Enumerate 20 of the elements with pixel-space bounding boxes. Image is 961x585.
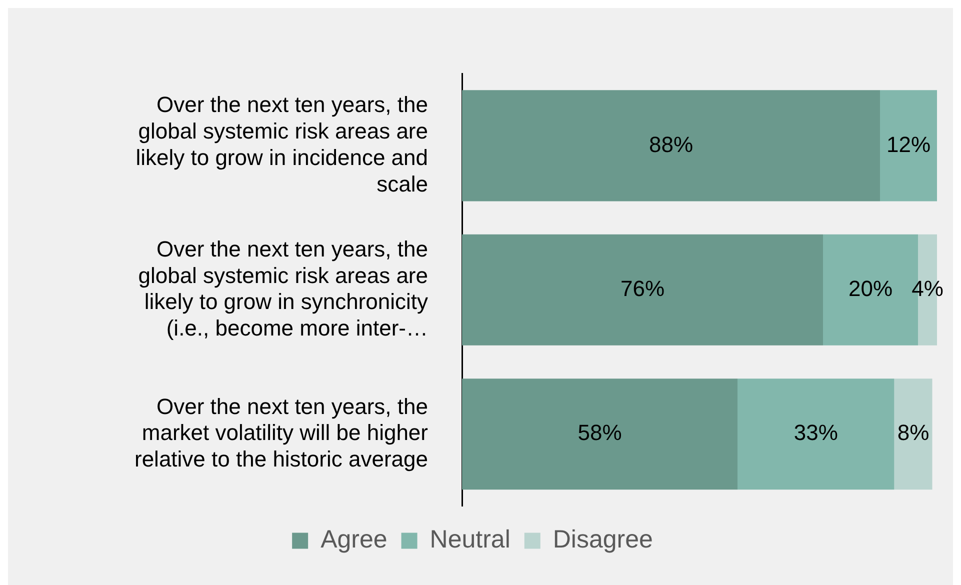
- data-label: 88%: [648, 132, 694, 157]
- y-tick-label: Over the next ten years, the global systemic risk areas are likely to grow in incidence and scale: [136, 92, 428, 196]
- data-label: 20%: [848, 276, 893, 301]
- data-label: 8%: [897, 420, 930, 446]
- legend-label: Agree: [320, 526, 388, 554]
- bar: [462, 378, 738, 490]
- data-label: 58%: [578, 420, 622, 446]
- data-label: 12%: [886, 132, 931, 157]
- data-label: 76%: [620, 276, 665, 301]
- legend-label: Disagree: [552, 526, 653, 554]
- data-label: 33%: [794, 420, 838, 446]
- legend-label: Neutral: [430, 526, 510, 554]
- data-label: 4%: [912, 276, 944, 301]
- bar: [462, 90, 880, 202]
- bar: [880, 90, 937, 202]
- bar: [894, 378, 932, 490]
- bar: [738, 378, 894, 490]
- y-tick-label: Over the next ten years, the market volatility will be higher relative to the historic average: [134, 394, 428, 472]
- bar: [462, 234, 823, 346]
- y-tick-label: Over the next ten years, the global systemic risk areas are likely to grow in synchronicity (i.e., become more inter-…: [138, 236, 428, 341]
